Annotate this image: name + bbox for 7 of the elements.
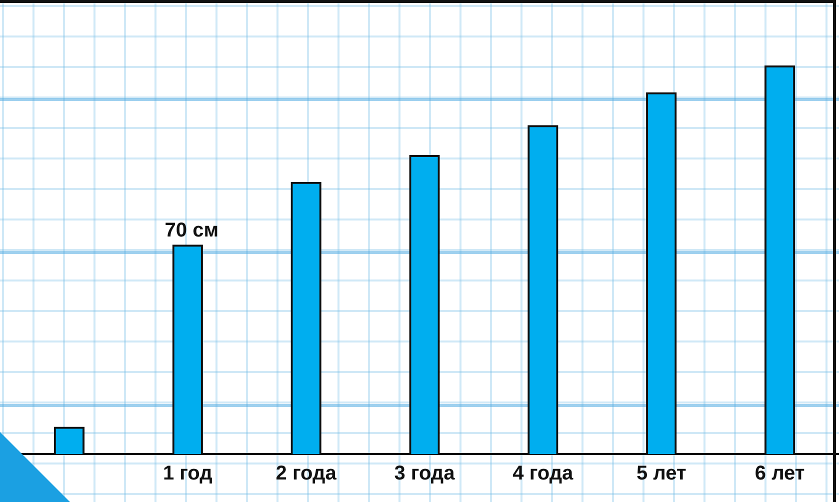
- data-label: 70 см: [164, 219, 219, 242]
- x-tick-label: 4 года: [512, 462, 574, 485]
- x-tick-label: 6 лет: [754, 462, 805, 485]
- x-tick-label: 2 года: [276, 462, 338, 485]
- x-tick-label: 5 лет: [636, 462, 686, 485]
- x-tick-label: 1 год: [162, 462, 213, 485]
- x-tick-label: 3 года: [394, 462, 456, 485]
